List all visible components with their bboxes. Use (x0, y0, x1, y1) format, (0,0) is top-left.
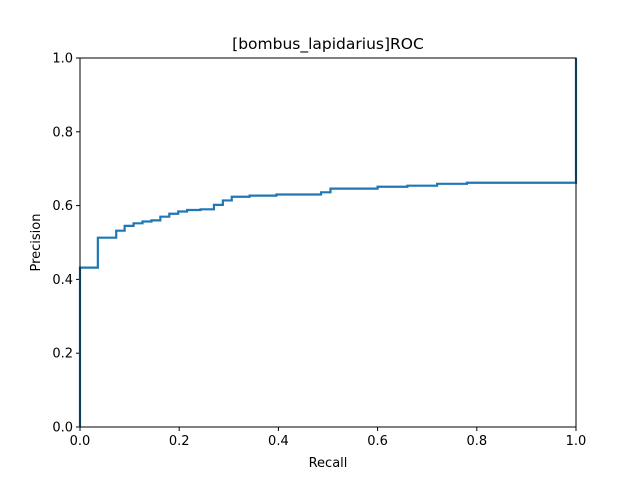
x-axis-label: Recall (309, 456, 348, 471)
plot-frame (79, 57, 577, 428)
series-line-bombus-lapidarius (78, 58, 578, 427)
x-tick-label: 0.2 (169, 434, 190, 449)
x-tick-label: 0.4 (268, 434, 289, 449)
y-tick-label: 0.6 (52, 199, 73, 214)
x-tick-label: 0.8 (466, 434, 487, 449)
y-tick-label: 0.0 (52, 421, 73, 436)
chart-title: [bombus_lapidarius]ROC (232, 35, 424, 54)
y-tick-label: 0.2 (52, 347, 73, 362)
x-tick-label: 0.0 (70, 434, 91, 449)
y-axis-ticks: 0.0 0.2 0.4 0.6 0.8 1.0 (52, 52, 80, 436)
y-axis-label: Precision (29, 213, 44, 271)
y-tick-label: 1.0 (52, 52, 73, 67)
x-tick-label: 0.6 (367, 434, 388, 449)
series-layer (78, 58, 578, 427)
x-axis-ticks: 0.0 0.2 0.4 0.6 0.8 1.0 (70, 427, 587, 449)
y-tick-label: 0.8 (52, 125, 73, 140)
y-tick-label: 0.4 (52, 273, 73, 288)
x-tick-label: 1.0 (566, 434, 587, 449)
